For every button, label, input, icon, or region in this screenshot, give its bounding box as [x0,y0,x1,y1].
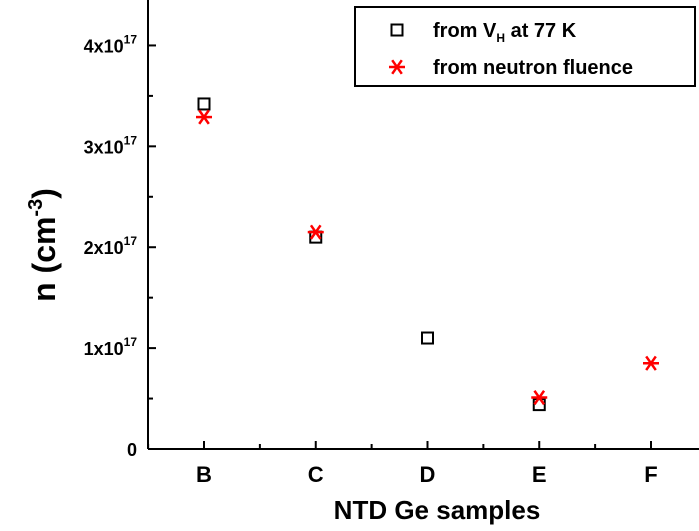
y-tick-label-exponent: 17 [124,234,138,248]
y-tick-label-exponent: 17 [124,133,138,147]
y-axis-title: n (cm-3) [25,188,62,302]
y-tick-label: 1x1017 [84,335,138,359]
y-tick-label: 3x1017 [84,133,138,157]
y-tick-label: 0 [127,440,137,460]
x-tick-label: D [420,462,436,487]
y-tick-label-exponent: 17 [124,32,138,46]
y-tick-label: 4x1017 [84,32,138,56]
x-axis-title: NTD Ge samples [334,495,541,525]
y-tick-label-mantissa: 4x10 [84,36,124,56]
x-tick-label: C [308,462,324,487]
data-point-square [421,331,434,345]
data-point-asterisk [307,224,324,240]
data-point-square [197,97,211,111]
legend-square-marker [390,23,404,37]
axes [147,0,699,450]
data-point-asterisk [196,109,212,125]
y-axis-title-close: ) [26,188,62,199]
y-tick-label-mantissa: 1x10 [84,339,124,359]
y-tick-label-mantissa: 0 [127,440,137,460]
x-axis-ticks: B C D E F [147,441,658,487]
x-tick-label: E [532,462,547,487]
data-point-asterisk [643,355,659,371]
legend-asterisk-marker [389,59,405,75]
x-tick-label: F [644,462,657,487]
y-axis-title-exponent: -3 [25,199,47,217]
legend-label-hall: from VH at 77 K [433,20,577,45]
legend: from VH at 77 K from neutron fluence [354,6,696,87]
x-tick-label: B [196,462,212,487]
legend-box [354,6,696,87]
data-point-asterisk [531,390,548,406]
y-tick-label: 2x1017 [84,234,138,258]
y-tick-label-exponent: 17 [124,335,138,349]
data-points [196,97,659,412]
y-tick-label-mantissa: 3x10 [84,137,124,157]
y-tick-label-mantissa: 2x10 [84,238,124,258]
legend-label-fluence: from neutron fluence [433,57,633,79]
y-axis-title-main: n (cm [26,217,62,302]
